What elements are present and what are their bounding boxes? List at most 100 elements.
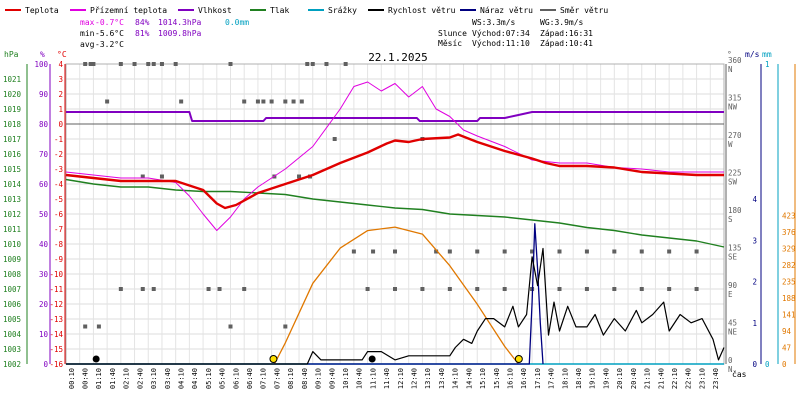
series-line [273,226,519,365]
sun-moon-block: WS:3.3m/s WG:3.9m/s Slunce Východ:07:34 … [438,18,593,48]
x-tick-label: 11:10 [369,368,377,389]
temp-tick-label: -9 [54,255,63,264]
wind-direction-point [530,249,535,254]
wind-direction-point [206,287,211,291]
temp-tick-label: -12 [49,300,63,309]
x-tick-label: 23:40 [712,368,720,389]
x-tick-label: 16:40 [520,368,528,389]
wind-tick-label: 2 [752,278,757,287]
legend-label: Rychlost větru [388,6,456,15]
direction-tick-dir: W [728,140,733,149]
pressure-tick-label: 1009 [3,255,21,264]
x-tick-label: 18:10 [561,368,569,389]
wind-direction-point [557,287,562,291]
temp-tick-label: -7 [54,225,63,234]
wind-direction-point [447,249,452,254]
sun-tick-label: 423 [782,212,796,221]
rain-tick-label: 0 [765,360,770,369]
x-tick-label: 05:40 [219,368,227,389]
wind-direction-point [310,62,315,66]
x-tick-label: 04:10 [177,368,185,389]
sun-tick-label: 329 [782,245,796,254]
temp-tick-label: -5 [54,195,63,204]
x-tick-label: 12:10 [397,368,405,389]
wind-direction-point [140,287,145,291]
x-tick-label: 13:40 [438,368,446,389]
series-line [66,247,725,365]
pressure-tick-label: 1010 [3,240,22,249]
wind-direction-point [255,99,260,104]
x-tick-label: 03:40 [164,368,172,389]
temp-tick-label: -13 [49,315,63,324]
moon-rise: Východ:11:10 [472,39,530,48]
wind-direction-point [105,99,110,104]
humidity-tick-label: 80 [39,120,49,129]
wind-direction-point [261,99,266,104]
wind-direction-point [667,287,672,291]
direction-tick-value: 0 [728,356,733,365]
x-tick-label: 19:10 [589,368,597,389]
temp-tick-label: -2 [54,150,63,159]
temp-tick-label: 4 [58,60,63,69]
direction-tick-dir: NW [728,103,738,112]
x-tick-label: 09:10 [315,368,323,389]
sun-tick-label: 376 [782,228,796,237]
x-tick-label: 14:40 [465,368,473,389]
x-tick-label: 22:10 [671,368,679,389]
series-line [65,133,724,210]
x-tick-label: 07:40 [273,368,281,389]
sun-tick-label: 141 [782,311,796,320]
humidity-tick-label: 20 [39,300,49,309]
legend-label: Vlhkost [198,6,232,15]
temp-tick-label: -11 [49,285,63,294]
wind-direction-point [173,62,178,66]
pressure-tick-label: 1008 [3,270,22,279]
sun-marker [269,355,278,363]
direction-tick-value: 315 [728,94,742,103]
wind-direction-point [343,62,348,66]
sun-moon-markers [92,355,523,363]
wind-direction-point [305,62,310,66]
pressure-tick-label: 1021 [3,75,21,84]
series-line [65,178,725,248]
wind-direction-point [393,249,397,254]
right-axes: 0N45NE90E135SE180S225SW270W315NW360N0123… [725,56,796,374]
unit-degc: °C [57,50,67,59]
stats-max-rain: 0.0mm [225,18,249,27]
wind-direction-point [612,249,617,254]
humidity-tick-label: 30 [39,270,49,279]
direction-tick-dir: SE [728,253,738,262]
x-tick-label: 01:40 [109,368,117,389]
legend-label: Přízemní teplota [90,6,167,15]
wind-direction-point [151,287,156,291]
wind-direction-point [475,249,480,254]
wind-direction-point [118,62,123,66]
x-tick-label: 12:40 [411,368,419,389]
unit-pct: % [40,50,45,59]
legend-label: Tlak [270,6,289,15]
sun-set: Západ:16:31 [540,29,593,38]
temp-tick-label: -4 [54,180,64,189]
series-line [66,111,724,122]
pressure-tick-label: 1019 [3,105,21,114]
temp-tick-label: -10 [49,270,63,279]
wind-direction-point [291,99,296,104]
wind-speed-stat: WS:3.3m/s [472,18,516,27]
direction-tick-value: 225 [728,169,742,178]
temp-tick-label: -1 [54,135,63,144]
wind-gust-stat: WG:3.9m/s [540,18,584,27]
x-axis-ticks: 00:10 00:40 01:10 01:40 02:10 02:40 03:10 03:40… [68,368,720,389]
x-tick-label: 15:10 [479,368,487,389]
x-tick-label: 18:40 [575,368,583,389]
direction-tick-value: 270 [728,131,742,140]
x-tick-label: 10:10 [342,368,350,389]
stats-max-label: max [80,18,95,27]
wind-direction-point [584,249,589,254]
x-tick-label: 06:10 [232,368,240,389]
wind-direction-point [475,287,480,291]
direction-tick-value: 180 [728,206,742,215]
temp-tick-label: 3 [58,75,63,84]
x-tick-label: 00:40 [82,368,90,389]
unit-hpa: hPa [4,50,19,59]
stats-avg-temp: -3.2°C [95,40,124,49]
